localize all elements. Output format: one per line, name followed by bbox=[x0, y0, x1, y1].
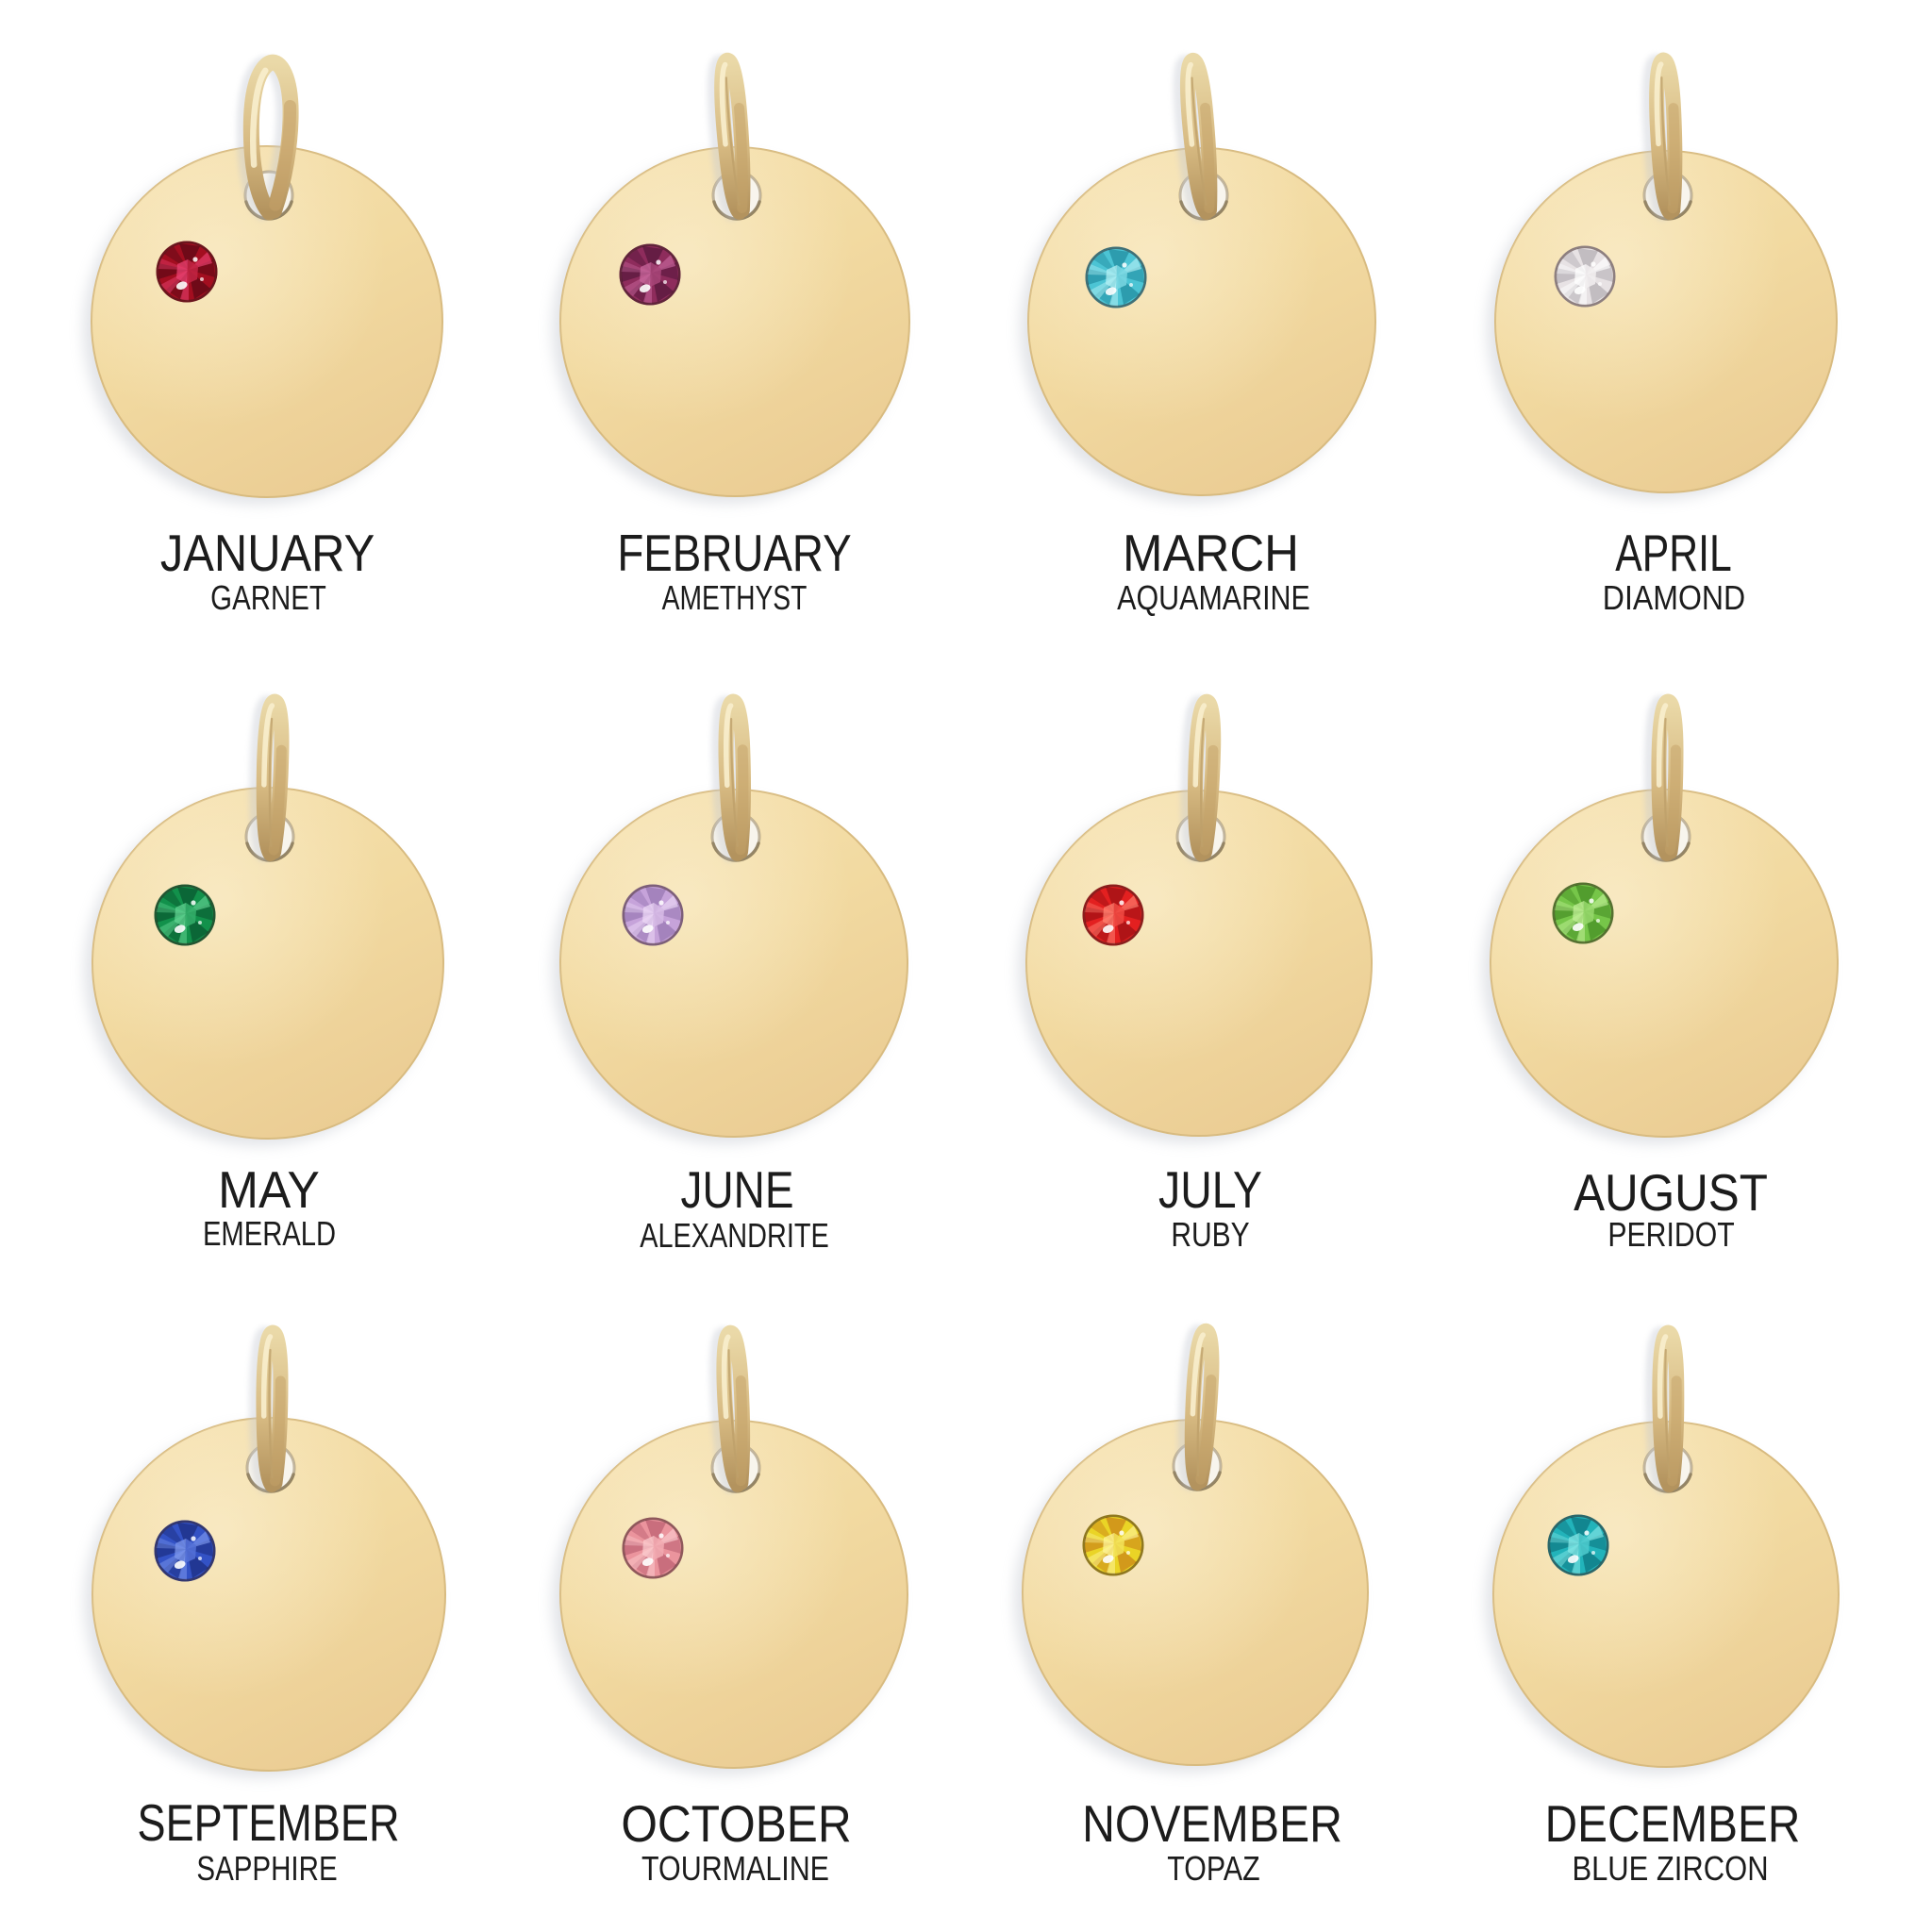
svg-text:GARNET: GARNET bbox=[210, 578, 326, 617]
svg-text:JUNE: JUNE bbox=[680, 1160, 793, 1219]
svg-text:RUBY: RUBY bbox=[1171, 1216, 1249, 1254]
svg-text:JULY: JULY bbox=[1158, 1160, 1262, 1219]
svg-text:APRIL: APRIL bbox=[1615, 525, 1732, 582]
svg-text:TOURMALINE: TOURMALINE bbox=[641, 1851, 829, 1889]
svg-text:JANUARY: JANUARY bbox=[160, 525, 375, 582]
svg-text:FEBRUARY: FEBRUARY bbox=[617, 524, 851, 582]
svg-text:AUGUST: AUGUST bbox=[1574, 1165, 1768, 1223]
svg-text:ALEXANDRITE: ALEXANDRITE bbox=[640, 1216, 829, 1255]
svg-text:AQUAMARINE: AQUAMARINE bbox=[1117, 580, 1310, 618]
svg-text:SEPTEMBER: SEPTEMBER bbox=[138, 1793, 400, 1852]
svg-text:SAPPHIRE: SAPPHIRE bbox=[196, 1849, 337, 1887]
svg-text:DIAMOND: DIAMOND bbox=[1603, 579, 1745, 617]
svg-text:DECEMBER: DECEMBER bbox=[1545, 1794, 1801, 1853]
svg-text:OCTOBER: OCTOBER bbox=[621, 1796, 851, 1854]
svg-text:PERIDOT: PERIDOT bbox=[1607, 1217, 1734, 1255]
svg-text:BLUE ZIRCON: BLUE ZIRCON bbox=[1572, 1851, 1768, 1889]
svg-text:AMETHYST: AMETHYST bbox=[662, 579, 808, 617]
svg-text:NOVEMBER: NOVEMBER bbox=[1082, 1794, 1342, 1853]
svg-text:MARCH: MARCH bbox=[1123, 525, 1299, 582]
svg-text:MAY: MAY bbox=[218, 1161, 320, 1219]
svg-text:EMERALD: EMERALD bbox=[203, 1214, 336, 1253]
svg-text:TOPAZ: TOPAZ bbox=[1167, 1851, 1259, 1889]
